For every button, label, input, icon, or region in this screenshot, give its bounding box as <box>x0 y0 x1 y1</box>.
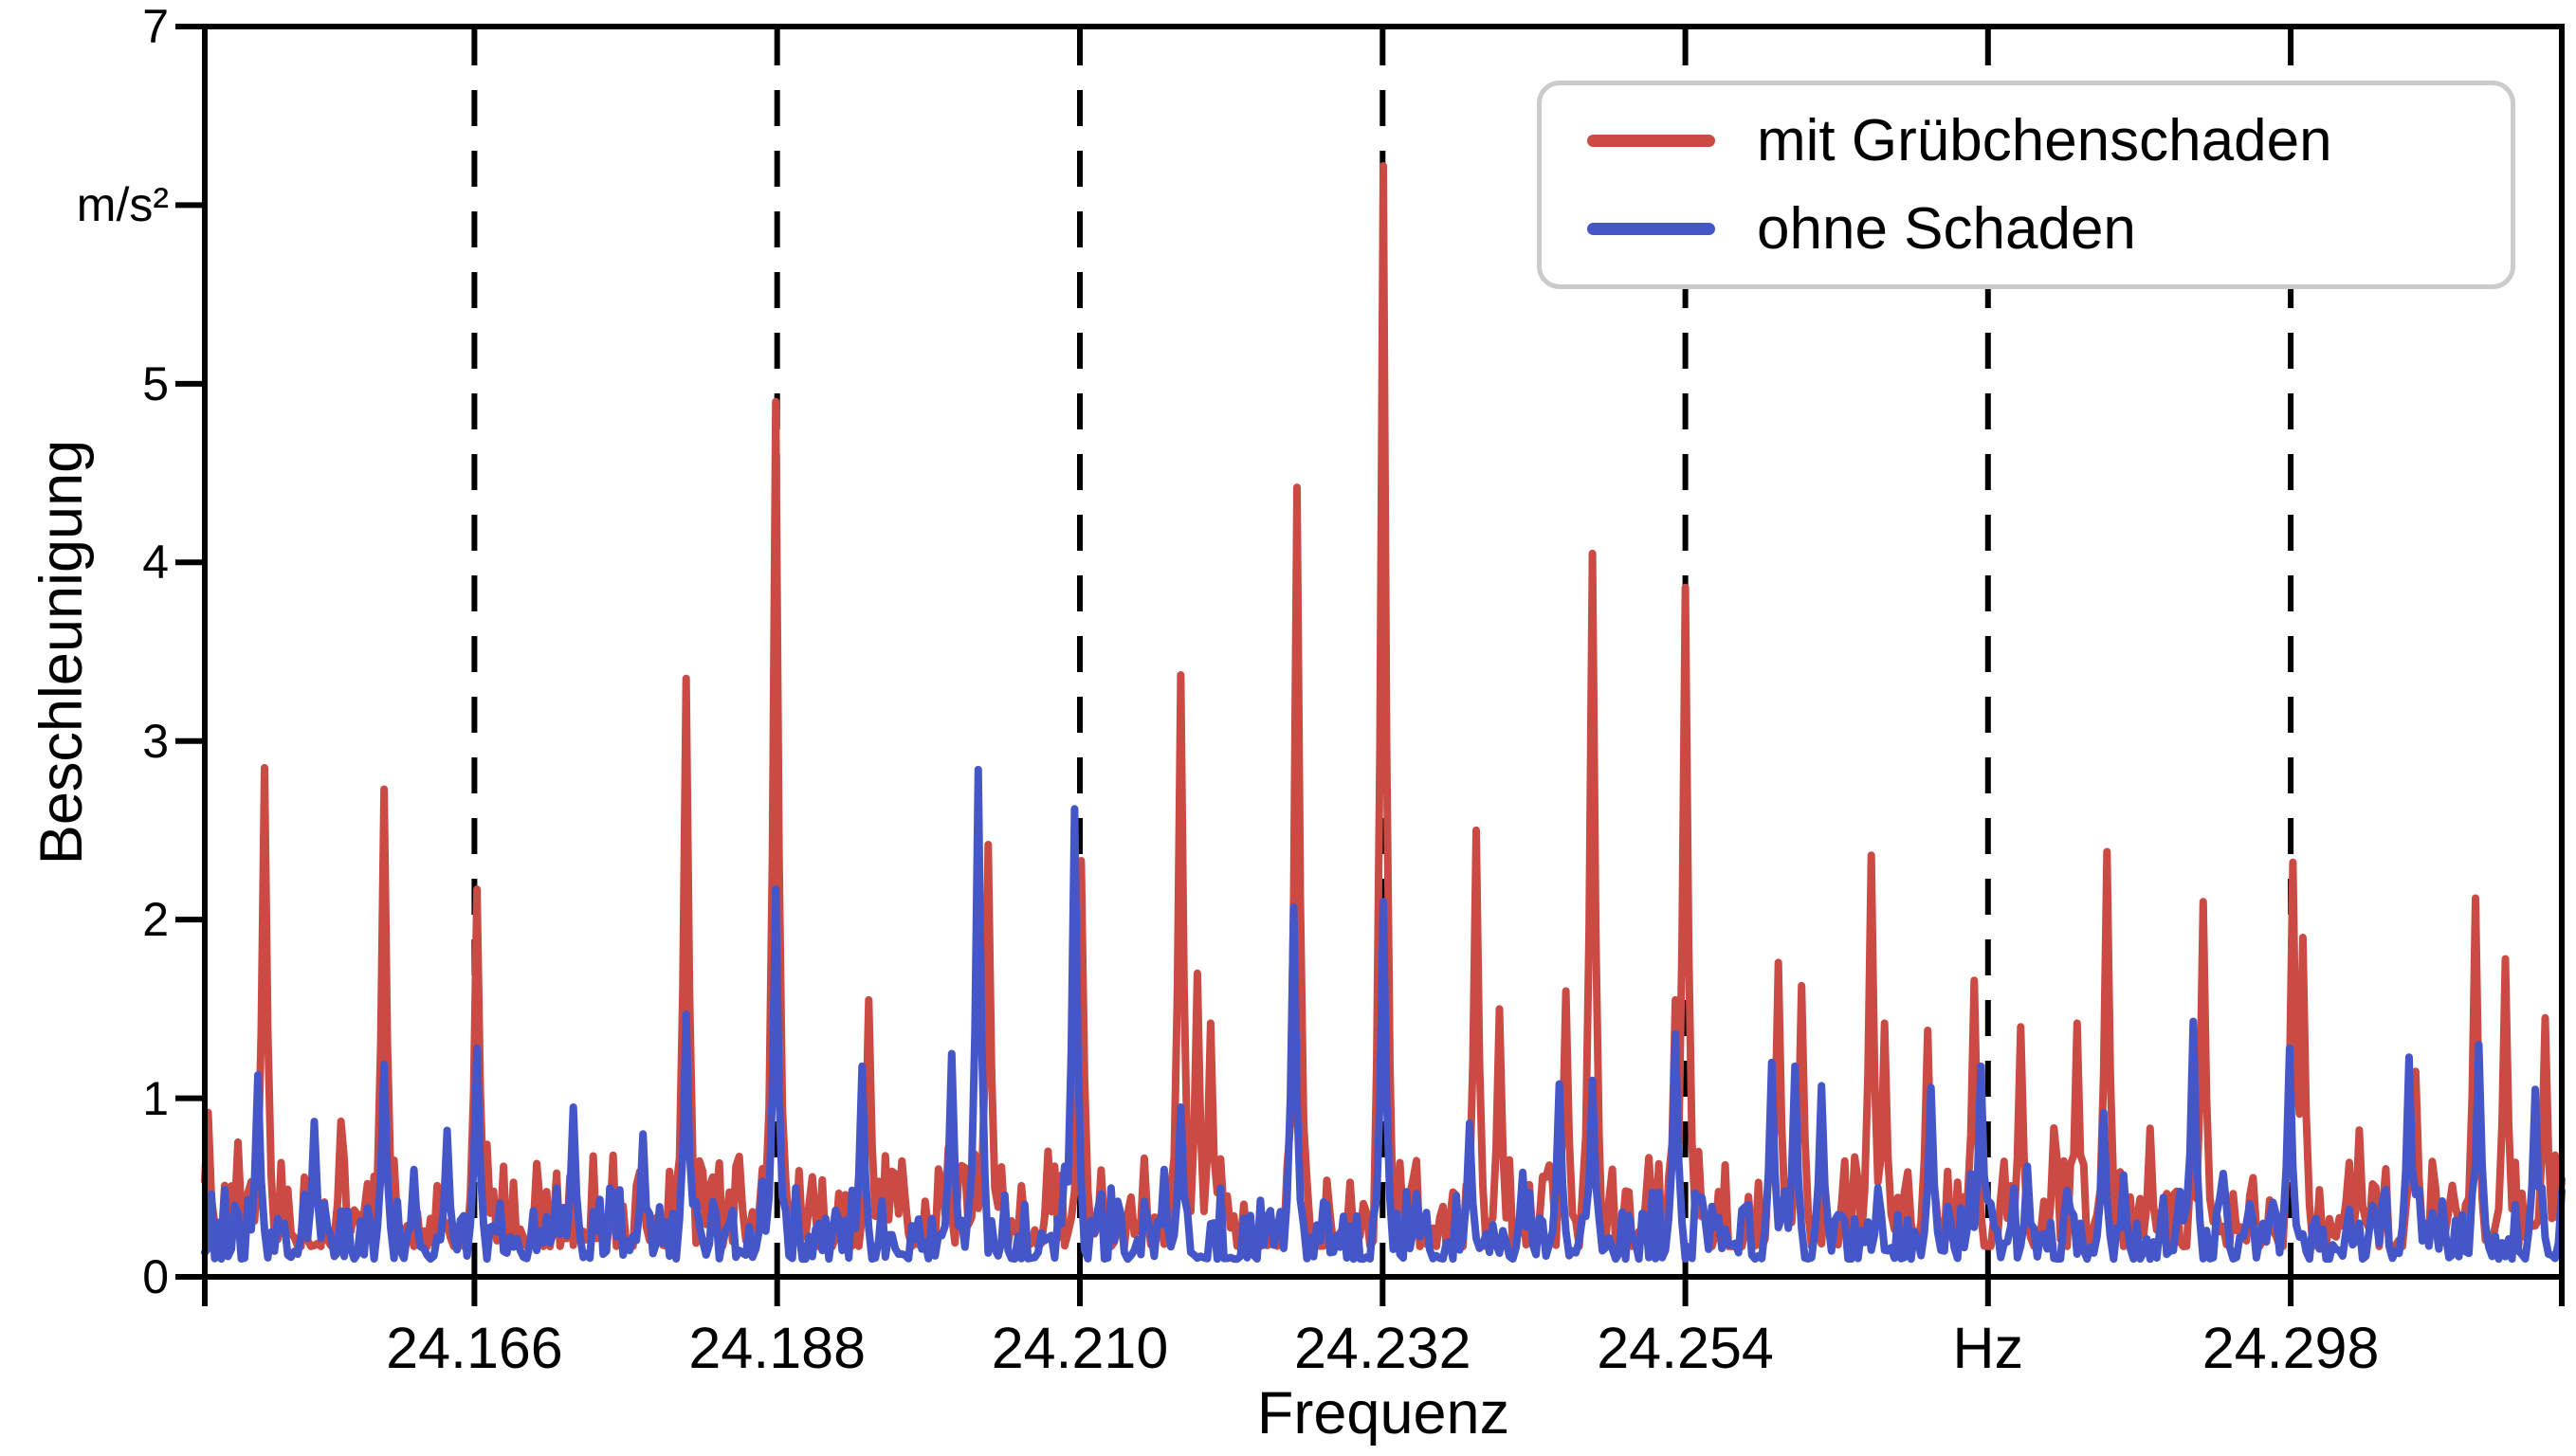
legend-line-undamaged <box>1587 223 1715 236</box>
plot-border <box>202 24 2565 1280</box>
x-tick-label: 24.210 <box>991 1316 1169 1380</box>
y-tick-label: 2 <box>142 893 169 947</box>
legend-entry: mit Grübchenschaden <box>1587 107 2501 174</box>
legend-box: mit Grübchenschaden ohne Schaden <box>1537 81 2515 289</box>
x-axis-title: Frequenz <box>1256 1380 1510 1447</box>
x-tick-label: 24.254 <box>1597 1316 1774 1380</box>
y-tick-label: 4 <box>142 536 169 590</box>
legend-line-damaged <box>1587 134 1715 147</box>
y-tick-label: 1 <box>142 1071 169 1125</box>
x-tick-label: 24.166 <box>386 1316 563 1380</box>
legend-label: ohne Schaden <box>1757 196 2136 263</box>
x-tick-label: 24.188 <box>688 1316 866 1380</box>
series-undamaged <box>201 765 2566 1264</box>
y-tick-label: 5 <box>142 356 169 410</box>
legend-entry: ohne Schaden <box>1587 195 2501 263</box>
y-tick-label: 3 <box>142 714 169 768</box>
x-tick-label: Hz <box>1952 1316 2024 1380</box>
y-tick-label: 7 <box>142 0 169 53</box>
legend-label: mit Grübchenschaden <box>1757 107 2332 173</box>
x-tick-label: 24.298 <box>2201 1316 2380 1380</box>
y-tick-label: m/s² <box>76 178 169 232</box>
x-tick-label: 24.232 <box>1293 1316 1471 1380</box>
y-tick-label: 0 <box>142 1250 169 1303</box>
